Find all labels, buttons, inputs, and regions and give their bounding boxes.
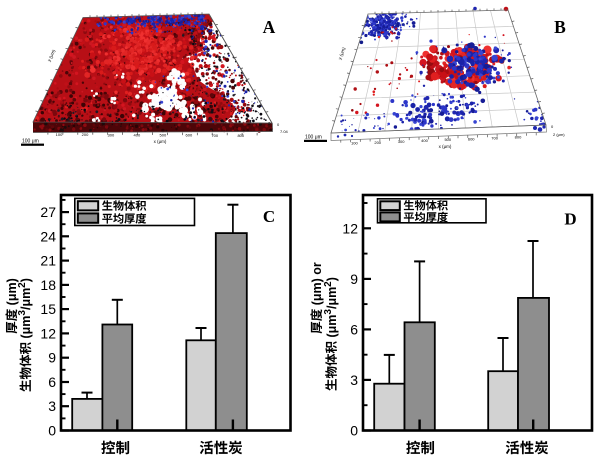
svg-text:): ) [19, 278, 33, 282]
svg-text:(μm): (μm) [5, 278, 19, 305]
svg-text:18: 18 [40, 277, 56, 293]
svg-text:600: 600 [186, 133, 193, 138]
svg-text:): ) [325, 277, 339, 281]
svg-text:400: 400 [421, 138, 428, 143]
svg-text:3: 3 [350, 372, 358, 388]
svg-text:200: 200 [374, 140, 381, 145]
svg-text:700: 700 [491, 135, 498, 140]
svg-text:100 μm: 100 μm [305, 135, 322, 141]
svg-text:x (μm): x (μm) [439, 144, 452, 149]
svg-text:/μm: /μm [19, 288, 33, 310]
svg-text:300: 300 [108, 132, 115, 137]
svg-text:(μm: (μm [325, 315, 339, 338]
svg-text:7.04: 7.04 [280, 129, 289, 134]
svg-text:800: 800 [515, 135, 522, 140]
svg-text:700: 700 [211, 133, 218, 138]
svg-text:21: 21 [40, 253, 56, 269]
svg-text:y (μm): y (μm) [337, 46, 346, 60]
svg-text:0: 0 [551, 124, 554, 129]
svg-text:D: D [564, 209, 576, 228]
svg-text:27: 27 [40, 204, 56, 220]
svg-text:y (μm): y (μm) [46, 48, 56, 62]
svg-text:C: C [263, 207, 275, 226]
svg-text:9: 9 [350, 271, 358, 287]
svg-text:200: 200 [82, 132, 89, 137]
svg-text:B: B [554, 17, 566, 37]
svg-text:500: 500 [160, 133, 167, 138]
svg-text:3: 3 [323, 309, 334, 315]
svg-text:100 μm: 100 μm [22, 139, 39, 145]
svg-text:100: 100 [351, 141, 358, 146]
svg-text:x (μm): x (μm) [154, 139, 167, 144]
svg-text:(μm) or: (μm) or [310, 262, 324, 305]
svg-text:100: 100 [56, 132, 63, 137]
svg-text:12: 12 [342, 220, 358, 236]
svg-text:300: 300 [398, 139, 405, 144]
svg-text:0: 0 [48, 423, 56, 439]
svg-text:800: 800 [237, 133, 244, 138]
svg-text:400: 400 [134, 132, 141, 137]
svg-text:6: 6 [48, 374, 56, 390]
svg-text:(μm: (μm [19, 316, 33, 339]
svg-text:6: 6 [350, 321, 358, 337]
svg-text:24: 24 [40, 228, 56, 244]
svg-text:0: 0 [350, 423, 358, 439]
svg-text:3: 3 [17, 310, 28, 316]
svg-text:2: 2 [17, 282, 28, 288]
svg-text:2: 2 [323, 281, 334, 287]
svg-text:0: 0 [277, 122, 280, 127]
svg-text:600: 600 [468, 136, 475, 141]
svg-text:9: 9 [48, 350, 56, 366]
svg-text:2 (μm): 2 (μm) [553, 132, 565, 137]
svg-text:12: 12 [40, 325, 56, 341]
svg-text:/μm: /μm [325, 287, 339, 309]
svg-text:15: 15 [40, 301, 56, 317]
svg-text:A: A [263, 17, 276, 37]
svg-text:3: 3 [48, 398, 56, 414]
svg-text:500: 500 [444, 137, 451, 142]
